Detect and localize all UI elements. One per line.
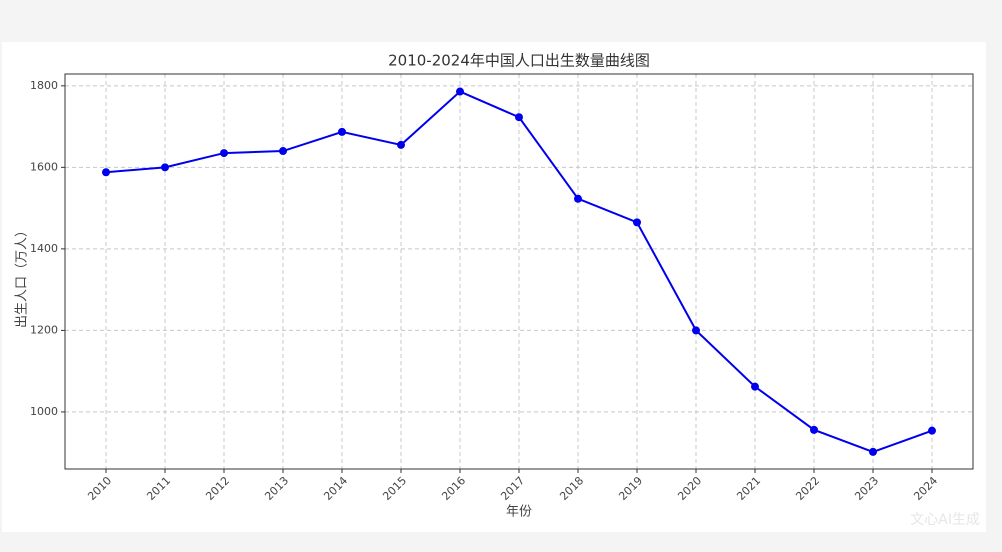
chart-background (2, 42, 986, 532)
point (515, 113, 523, 122)
point (810, 425, 818, 434)
y-tick-label: 1000 (30, 405, 58, 418)
point (220, 149, 228, 158)
plot-frame (64, 73, 974, 470)
point (633, 218, 641, 227)
y-tick-label: 1800 (30, 79, 58, 92)
point (869, 447, 877, 456)
chart-title: 2010-2024年中国人口出生数量曲线图 (388, 52, 650, 70)
point (279, 147, 287, 156)
point (102, 168, 110, 177)
watermark: 文心AI生成 (910, 512, 980, 528)
point (692, 326, 700, 335)
y-tick-label: 1600 (30, 160, 58, 173)
x-axis-label: 年份 (506, 505, 532, 520)
point (751, 382, 759, 391)
point (928, 426, 936, 435)
y-tick-label: 1200 (30, 323, 58, 336)
y-axis-label: 出生人口（万人） (15, 224, 30, 328)
point (574, 194, 582, 203)
point (456, 87, 464, 96)
y-tick-label: 1400 (30, 242, 58, 255)
point (161, 163, 169, 172)
point (397, 140, 405, 149)
point (338, 127, 346, 136)
